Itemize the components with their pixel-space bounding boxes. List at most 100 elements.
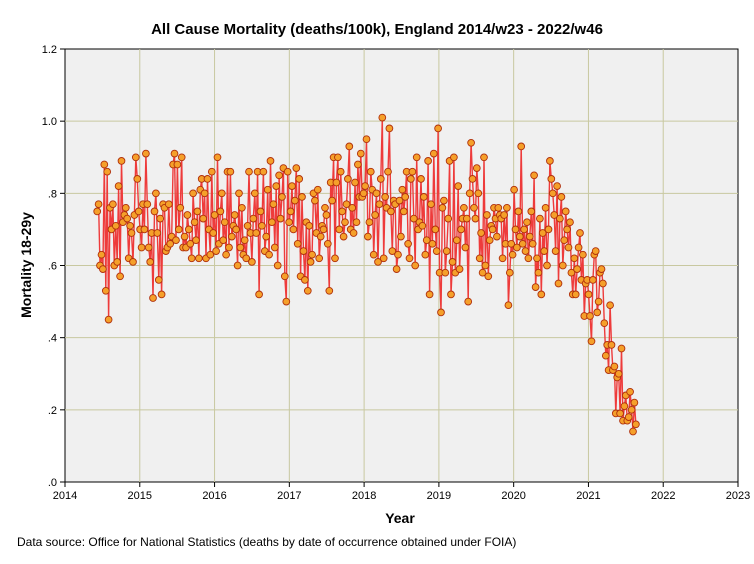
- data-point: [352, 218, 361, 227]
- data-point: [93, 207, 102, 216]
- x-tick-label: 2016: [202, 490, 226, 502]
- data-point: [331, 254, 339, 263]
- data-point: [471, 214, 480, 223]
- data-point: [589, 276, 597, 284]
- y-tick-label: 1.2: [42, 44, 57, 56]
- data-point: [465, 189, 474, 198]
- data-point: [537, 290, 546, 299]
- data-point: [629, 427, 637, 436]
- data-point: [266, 157, 275, 165]
- data-point: [113, 258, 122, 266]
- data-point: [503, 203, 511, 212]
- y-tick-label: .6: [48, 261, 57, 273]
- x-tick-label: 2022: [651, 490, 675, 502]
- data-point: [480, 153, 488, 162]
- data-point: [567, 268, 576, 277]
- data-source-note: Data source: Office for National Statist…: [17, 535, 517, 549]
- data-point: [305, 221, 314, 230]
- data-point: [123, 214, 132, 223]
- data-point: [427, 200, 435, 209]
- data-point: [258, 221, 266, 230]
- data-point: [270, 243, 279, 252]
- data-point: [586, 312, 594, 320]
- data-point: [103, 167, 112, 176]
- data-point: [530, 171, 538, 180]
- data-point: [249, 214, 258, 223]
- data-point: [99, 265, 107, 273]
- data-point: [517, 142, 526, 151]
- data-point: [131, 153, 140, 162]
- data-point: [225, 243, 233, 252]
- x-tick-label: 2018: [352, 490, 376, 502]
- data-point: [289, 225, 298, 234]
- data-point: [295, 175, 304, 183]
- data-point: [349, 229, 358, 237]
- data-point: [97, 250, 106, 259]
- data-point: [137, 243, 146, 252]
- data-point: [227, 232, 236, 241]
- data-point: [256, 207, 265, 216]
- data-point: [452, 236, 461, 245]
- data-point: [573, 265, 581, 273]
- data-point: [417, 175, 425, 183]
- data-point: [375, 200, 384, 209]
- data-point: [464, 297, 473, 306]
- data-point: [525, 232, 534, 241]
- data-point: [376, 175, 385, 183]
- data-point: [472, 164, 481, 172]
- data-point: [242, 254, 251, 263]
- data-point: [447, 290, 455, 299]
- data-point: [405, 254, 414, 263]
- data-point: [100, 160, 109, 169]
- data-point: [610, 362, 619, 371]
- data-point: [133, 175, 142, 183]
- data-point: [388, 247, 397, 255]
- data-point: [282, 297, 291, 306]
- data-point: [404, 239, 412, 248]
- data-point: [531, 283, 540, 291]
- data-point: [511, 225, 520, 234]
- data-point: [272, 182, 281, 190]
- x-axis-label: Year: [385, 510, 415, 526]
- data-point: [457, 225, 465, 234]
- data-point: [323, 239, 332, 248]
- data-point: [127, 229, 136, 237]
- data-point: [411, 261, 420, 270]
- data-point: [576, 229, 584, 237]
- data-point: [448, 258, 457, 266]
- data-point: [212, 247, 220, 255]
- data-point: [354, 160, 362, 169]
- data-point: [554, 279, 563, 288]
- data-point: [285, 218, 293, 227]
- data-point: [381, 193, 389, 201]
- data-point: [238, 203, 246, 212]
- data-point: [564, 243, 573, 252]
- data-point: [232, 225, 240, 234]
- axes: 2014 2015 2016 2017 2018 2019 2020 2021 2022 2023…: [42, 44, 751, 502]
- data-point: [152, 189, 160, 198]
- data-point: [250, 189, 259, 198]
- data-point: [209, 229, 218, 237]
- data-point: [265, 250, 273, 259]
- data-point: [548, 189, 557, 198]
- data-point: [477, 229, 485, 237]
- data-point: [560, 236, 569, 245]
- data-point: [481, 261, 490, 270]
- data-point: [500, 211, 508, 219]
- data-point: [425, 290, 434, 299]
- data-point: [616, 409, 624, 418]
- data-point: [528, 239, 537, 248]
- data-point: [461, 243, 470, 252]
- data-point: [298, 193, 306, 201]
- data-point: [493, 232, 501, 241]
- data-point: [334, 153, 342, 162]
- data-point: [104, 315, 113, 324]
- data-point: [378, 113, 387, 122]
- data-point: [475, 254, 484, 263]
- data-point: [432, 247, 441, 255]
- data-point: [273, 261, 282, 270]
- data-point: [172, 236, 180, 245]
- data-point: [217, 189, 226, 198]
- data-point: [291, 196, 299, 205]
- data-point: [180, 232, 189, 241]
